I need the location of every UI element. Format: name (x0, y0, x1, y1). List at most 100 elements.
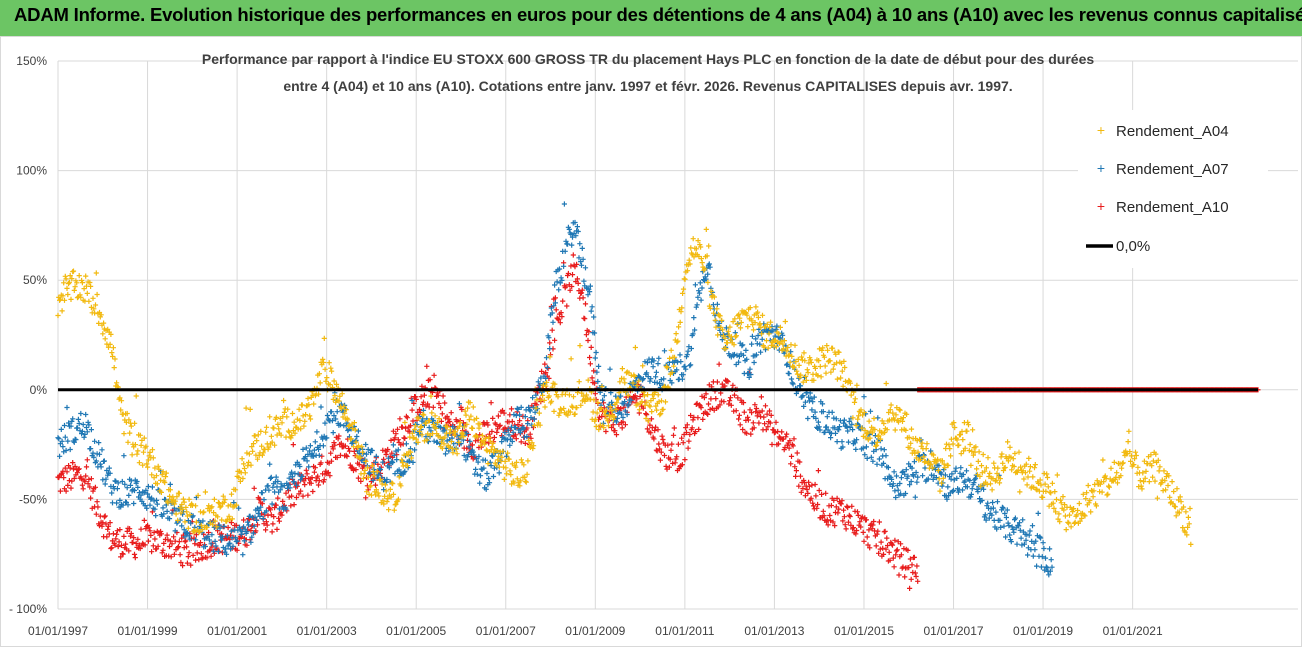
point-a10 (907, 585, 913, 591)
point-a04 (405, 452, 411, 458)
point-a07 (283, 506, 289, 512)
point-a10 (331, 440, 337, 446)
point-a10 (679, 462, 685, 468)
point-a04 (882, 429, 888, 436)
point-a04 (795, 356, 801, 362)
point-a04 (1142, 475, 1148, 481)
point-a10 (648, 416, 655, 422)
point-a04 (284, 414, 290, 420)
point-a07 (1016, 520, 1023, 526)
point-a04 (147, 449, 153, 455)
point-a04 (364, 465, 371, 471)
point-a04 (112, 356, 118, 362)
point-a10 (133, 540, 139, 546)
point-a04 (983, 465, 989, 471)
point-a04 (107, 341, 113, 347)
point-a10 (827, 512, 833, 519)
point-a04 (436, 416, 442, 422)
point-a10 (79, 482, 85, 488)
point-a04 (76, 273, 82, 279)
point-a07 (573, 233, 579, 239)
point-a10 (578, 290, 585, 296)
point-a07 (613, 419, 620, 425)
point-a04 (460, 431, 466, 437)
point-a07 (850, 427, 856, 433)
point-a04 (789, 353, 795, 359)
point-a04 (872, 426, 878, 433)
point-a10 (542, 361, 548, 367)
point-a07 (647, 378, 653, 384)
point-a07 (933, 475, 939, 481)
point-a04 (508, 472, 514, 478)
point-a07 (968, 491, 974, 497)
point-a04 (316, 391, 322, 397)
point-a10 (740, 400, 747, 406)
point-a07 (909, 465, 915, 471)
point-a04 (327, 382, 333, 388)
point-a10 (765, 424, 771, 430)
point-a07 (295, 471, 301, 477)
point-a07 (962, 478, 968, 484)
point-a07 (481, 465, 487, 471)
point-a10 (418, 394, 424, 400)
point-a07 (330, 430, 336, 436)
point-a07 (212, 538, 218, 544)
point-a04 (1017, 489, 1023, 495)
point-a10 (124, 528, 130, 534)
point-a07 (805, 415, 811, 422)
point-a07 (528, 415, 534, 421)
point-a07 (890, 481, 896, 487)
point-a10 (703, 391, 709, 397)
point-a07 (172, 528, 178, 534)
point-a10 (846, 512, 852, 518)
point-a04 (948, 436, 954, 442)
point-a07 (868, 454, 874, 460)
point-a07 (442, 451, 449, 457)
point-a04 (946, 442, 952, 448)
point-a07 (551, 303, 557, 309)
point-a10 (749, 410, 755, 416)
point-a07 (743, 347, 749, 353)
point-a07 (642, 359, 648, 365)
point-a07 (392, 471, 398, 477)
point-a10 (130, 539, 136, 546)
point-a04 (376, 493, 382, 499)
point-a04 (1118, 473, 1124, 479)
point-a07 (91, 454, 97, 460)
point-a04 (502, 458, 508, 464)
point-a04 (636, 378, 642, 384)
point-a04 (970, 427, 976, 433)
point-a10 (908, 576, 914, 582)
point-a10 (512, 432, 519, 438)
point-a07 (578, 262, 585, 268)
point-a04 (654, 407, 660, 413)
point-a10 (668, 447, 674, 453)
point-a07 (903, 467, 909, 473)
point-a04 (782, 318, 788, 325)
point-a04 (70, 268, 77, 274)
point-a07 (844, 424, 850, 430)
point-a04 (794, 368, 800, 374)
point-a04 (67, 273, 73, 279)
point-a04 (1022, 470, 1029, 476)
point-a07 (1003, 514, 1009, 521)
point-a10 (838, 501, 844, 507)
point-a10 (832, 523, 838, 529)
legend-label-a04: Rendement_A04 (1116, 123, 1229, 140)
x-tick-label: 01/01/2007 (476, 624, 536, 638)
point-a07 (59, 438, 65, 444)
point-a04 (734, 321, 740, 327)
point-a07 (278, 481, 284, 487)
point-a07 (731, 351, 738, 358)
point-a10 (180, 563, 186, 569)
point-a10 (137, 545, 143, 552)
point-a04 (367, 484, 373, 490)
point-a04 (890, 410, 896, 416)
point-a04 (60, 293, 66, 299)
point-a07 (622, 399, 628, 405)
point-a07 (525, 421, 531, 427)
point-a10 (358, 478, 364, 484)
point-a10 (330, 446, 336, 452)
point-a07 (983, 517, 989, 523)
point-a04 (501, 476, 507, 482)
